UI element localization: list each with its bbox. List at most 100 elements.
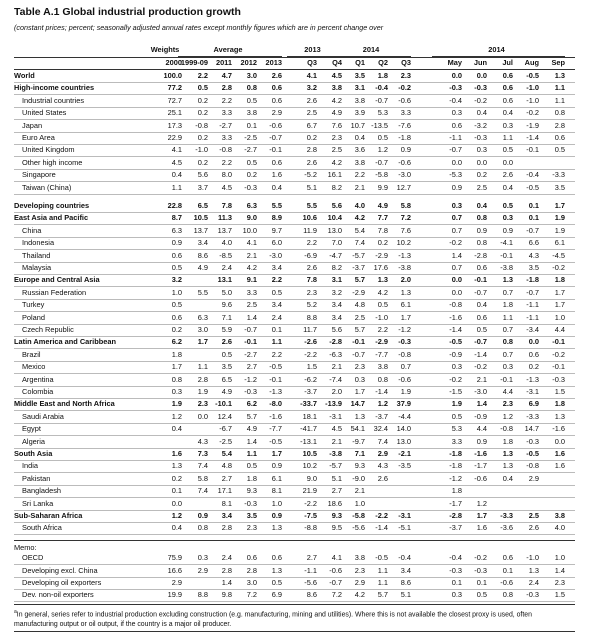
cell: 3.4 bbox=[221, 511, 232, 520]
cell: 1.7 bbox=[554, 201, 565, 210]
cell: 5.8 bbox=[197, 473, 208, 483]
cell: -0.1 bbox=[552, 362, 565, 372]
cell: 0.6 bbox=[246, 553, 257, 563]
cell: -1.0 bbox=[526, 83, 539, 93]
cell: -3.3 bbox=[526, 411, 539, 421]
cell: 4.8 bbox=[221, 461, 232, 471]
cell: 9.5 bbox=[331, 523, 342, 533]
cell: 8.2 bbox=[331, 182, 342, 192]
row-rule bbox=[14, 385, 575, 387]
cell: -9.7 bbox=[352, 436, 365, 446]
cell: 0.6 bbox=[271, 157, 282, 167]
cell: 1.0 bbox=[354, 498, 365, 508]
cell: 3.0 bbox=[246, 578, 257, 587]
cell: 1.0 bbox=[554, 553, 565, 563]
row-label: South Asia bbox=[14, 449, 53, 458]
column-header: Q3 bbox=[401, 58, 411, 67]
cell: 2.0 bbox=[331, 387, 342, 396]
cell: 1.4 bbox=[451, 250, 462, 260]
cell: -1.0 bbox=[526, 95, 539, 105]
cell: 5.7 bbox=[246, 411, 257, 421]
row-label: Developing countries bbox=[14, 201, 90, 210]
cell: 0.3 bbox=[451, 362, 462, 372]
cell: 1.3 bbox=[554, 411, 565, 421]
cell: 3.0 bbox=[246, 71, 257, 80]
cell: -0.3 bbox=[526, 590, 539, 600]
cell: 3.8 bbox=[354, 553, 365, 563]
cell: 1.8 bbox=[554, 399, 565, 409]
cell: -0.7 bbox=[269, 133, 282, 142]
cell: -2.6 bbox=[304, 337, 317, 347]
cell: 0.6 bbox=[271, 95, 282, 105]
cell: 3.8 bbox=[354, 95, 365, 105]
cell: 0.5 bbox=[221, 349, 232, 359]
cell: 2.6 bbox=[528, 523, 539, 533]
cell: 3.0 bbox=[197, 325, 208, 334]
row-label: Taiwan (China) bbox=[22, 182, 72, 192]
cell: -4.4 bbox=[398, 411, 411, 421]
row-rule bbox=[14, 156, 575, 158]
cell: 5.8 bbox=[400, 201, 411, 210]
cell: 8.1 bbox=[221, 498, 232, 508]
cell: 1.6 bbox=[271, 170, 282, 180]
cell: -2.2 bbox=[304, 498, 317, 508]
cell: 1.3 bbox=[554, 71, 565, 80]
footnote-marker: a bbox=[14, 608, 17, 615]
cell: -2.5 bbox=[219, 436, 232, 446]
cell: 5.7 bbox=[377, 590, 388, 600]
cell: 0.3 bbox=[451, 108, 462, 118]
row-rule bbox=[14, 509, 575, 511]
cell: -0.3 bbox=[398, 337, 411, 347]
cell: 10.5 bbox=[193, 213, 208, 223]
cell: -1.1 bbox=[526, 300, 539, 310]
group-rule bbox=[335, 56, 411, 57]
cell: 2.7 bbox=[246, 362, 257, 372]
cell: 5.6 bbox=[197, 170, 208, 180]
cell: 3.6 bbox=[354, 145, 365, 155]
cell: 0.2 bbox=[197, 157, 208, 167]
cell: 1.4 bbox=[554, 565, 565, 575]
row-label: China bbox=[22, 225, 42, 235]
row-rule bbox=[14, 576, 575, 578]
cell: -0.9 bbox=[474, 411, 487, 421]
cell: 2.8 bbox=[554, 120, 565, 130]
cell: 4.5 bbox=[331, 71, 342, 80]
row-label: Other high income bbox=[22, 157, 83, 167]
cell: -1.4 bbox=[526, 133, 539, 142]
cell: -33.7 bbox=[300, 399, 317, 409]
cell: -5.6 bbox=[304, 578, 317, 587]
row-rule bbox=[14, 286, 575, 288]
cell: -5.2 bbox=[304, 170, 317, 180]
cell: 0.0 bbox=[451, 275, 462, 285]
cell: -0.2 bbox=[449, 374, 462, 384]
cell: 4.1 bbox=[331, 553, 342, 563]
cell: 0.8 bbox=[377, 374, 388, 384]
cell: 0.8 bbox=[476, 238, 487, 248]
cell: 0.3 bbox=[476, 145, 487, 155]
cell: 5.7 bbox=[354, 325, 365, 334]
cell: -2.1 bbox=[398, 449, 411, 458]
cell: 8.6 bbox=[400, 578, 411, 587]
cell: 0.5 bbox=[476, 590, 487, 600]
cell: -1.6 bbox=[552, 424, 565, 434]
cell: -13.5 bbox=[371, 120, 388, 130]
cell: -1.2 bbox=[398, 325, 411, 334]
cell: 0.1 bbox=[451, 578, 462, 587]
cell: 1.7 bbox=[354, 387, 365, 396]
cell: 1.1 bbox=[554, 83, 565, 93]
cell: -0.4 bbox=[526, 170, 539, 180]
cell: -0.3 bbox=[244, 387, 257, 396]
cell: 3.3 bbox=[246, 287, 257, 297]
cell: 1.3 bbox=[502, 449, 513, 458]
cell: 5.4 bbox=[221, 449, 232, 458]
row-rule bbox=[14, 422, 575, 424]
cell: 1.2 bbox=[171, 511, 182, 520]
cell: -0.4 bbox=[449, 553, 462, 563]
cell: 6.3 bbox=[171, 225, 182, 235]
cell: 0.5 bbox=[271, 287, 282, 297]
cell: 2.7 bbox=[306, 553, 317, 563]
cell: 2.9 bbox=[171, 578, 182, 587]
cell: 4.3 bbox=[377, 461, 388, 471]
row-rule bbox=[14, 274, 575, 275]
cell: 1.2 bbox=[502, 411, 513, 421]
